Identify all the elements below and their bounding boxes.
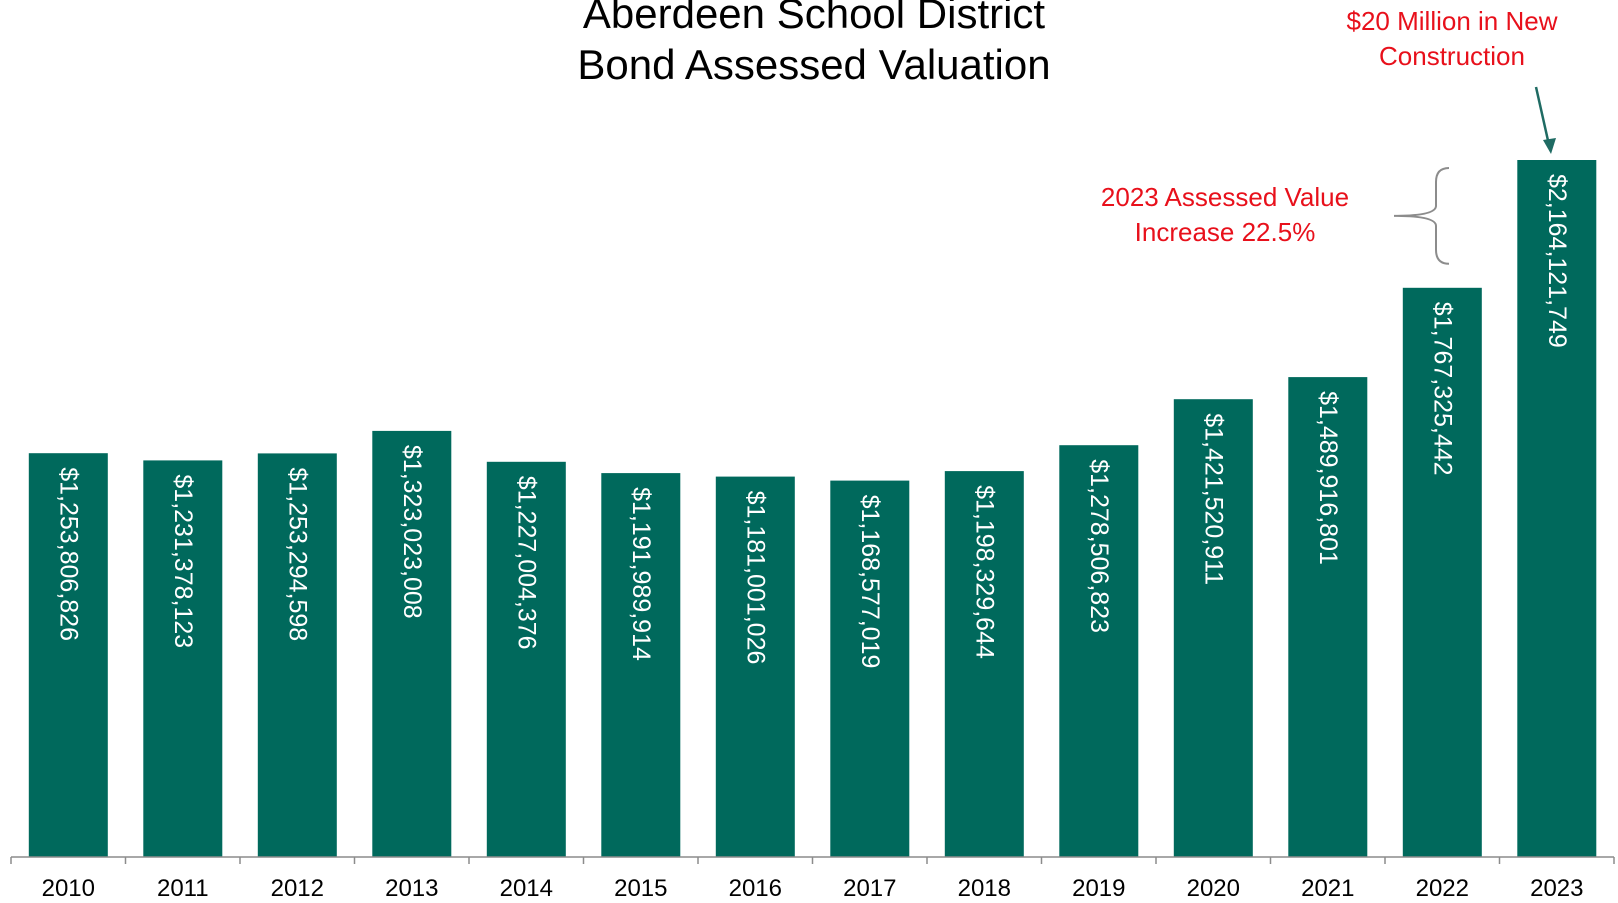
bar-2014 bbox=[486, 461, 566, 857]
bar-2011 bbox=[143, 460, 223, 857]
annotation-new-construction: $20 Million in New Construction bbox=[1347, 6, 1558, 154]
data-label-2021: $1,489,916,801 bbox=[1314, 391, 1342, 565]
bar-2016 bbox=[715, 476, 795, 857]
bars-group bbox=[28, 160, 1597, 857]
x-tick-label-2022: 2022 bbox=[1416, 875, 1469, 902]
bar-2017 bbox=[830, 480, 910, 857]
chart-title-line-2: Bond Assessed Valuation bbox=[577, 41, 1050, 88]
x-tick-labels: 2010 2011 2012 2013 2014 2015 2016 2017 2018 2019… bbox=[42, 875, 1584, 902]
bar-2020 bbox=[1173, 399, 1253, 857]
bar-2010 bbox=[28, 453, 108, 857]
chart-title: Aberdeen School District Bond Assessed V… bbox=[577, 0, 1050, 88]
data-label-2015: $1,191,989,914 bbox=[627, 487, 655, 661]
annotation-new-construction-line-1: $20 Million in New bbox=[1347, 6, 1558, 36]
bar-2013 bbox=[372, 430, 452, 857]
annotation-arrow-head bbox=[1543, 138, 1556, 154]
x-tick-label-2018: 2018 bbox=[958, 875, 1011, 902]
bar-2023 bbox=[1517, 160, 1597, 857]
bar-2021 bbox=[1288, 377, 1368, 857]
data-label-2017: $1,168,577,019 bbox=[856, 495, 884, 669]
x-tick-label-2011: 2011 bbox=[157, 875, 209, 902]
x-tick-label-2023: 2023 bbox=[1530, 875, 1583, 902]
bar-2018 bbox=[944, 471, 1024, 857]
bar-2022 bbox=[1402, 287, 1482, 857]
x-tick-label-2016: 2016 bbox=[729, 875, 782, 902]
annotation-arrow-line bbox=[1534, 86, 1551, 146]
x-axis bbox=[10, 856, 1615, 864]
x-tick-label-2017: 2017 bbox=[843, 875, 896, 902]
data-labels-group: $1,253,806,826 $1,231,378,123 $1,253,294,5… bbox=[54, 174, 1571, 668]
x-tick-label-2012: 2012 bbox=[271, 875, 324, 902]
x-tick-label-2014: 2014 bbox=[500, 875, 553, 902]
curly-brace bbox=[1393, 167, 1450, 265]
chart-title-line-1: Aberdeen School District bbox=[583, 0, 1046, 37]
data-label-2014: $1,227,004,376 bbox=[512, 476, 540, 650]
data-label-2019: $1,278,506,823 bbox=[1085, 459, 1113, 633]
x-tick-label-2021: 2021 bbox=[1301, 875, 1354, 902]
bar-2019 bbox=[1059, 445, 1139, 857]
data-label-2020: $1,421,520,911 bbox=[1199, 413, 1227, 585]
data-label-2022: $1,767,325,442 bbox=[1428, 302, 1456, 476]
x-tick-label-2015: 2015 bbox=[614, 875, 667, 902]
data-label-2018: $1,198,329,644 bbox=[970, 485, 998, 659]
data-label-2011: $1,231,378,123 bbox=[169, 474, 197, 648]
data-label-2023: $2,164,121,749 bbox=[1543, 174, 1571, 348]
annotation-value-increase: 2023 Assessed Value Increase 22.5% bbox=[1101, 167, 1450, 265]
annotation-new-construction-line-2: Construction bbox=[1379, 41, 1525, 71]
annotation-value-increase-line-1: 2023 Assessed Value bbox=[1101, 182, 1349, 212]
data-label-2010: $1,253,806,826 bbox=[54, 467, 82, 641]
x-tick-label-2019: 2019 bbox=[1072, 875, 1125, 902]
data-label-2016: $1,181,001,026 bbox=[741, 491, 769, 665]
x-tick-label-2013: 2013 bbox=[385, 875, 438, 902]
x-tick-label-2020: 2020 bbox=[1187, 875, 1240, 902]
bar-2012 bbox=[257, 453, 337, 857]
data-label-2013: $1,323,023,008 bbox=[398, 445, 426, 619]
x-tick-label-2010: 2010 bbox=[42, 875, 95, 902]
annotation-value-increase-line-2: Increase 22.5% bbox=[1135, 217, 1316, 247]
bar-2015 bbox=[601, 473, 681, 857]
data-label-2012: $1,253,294,598 bbox=[283, 467, 311, 641]
